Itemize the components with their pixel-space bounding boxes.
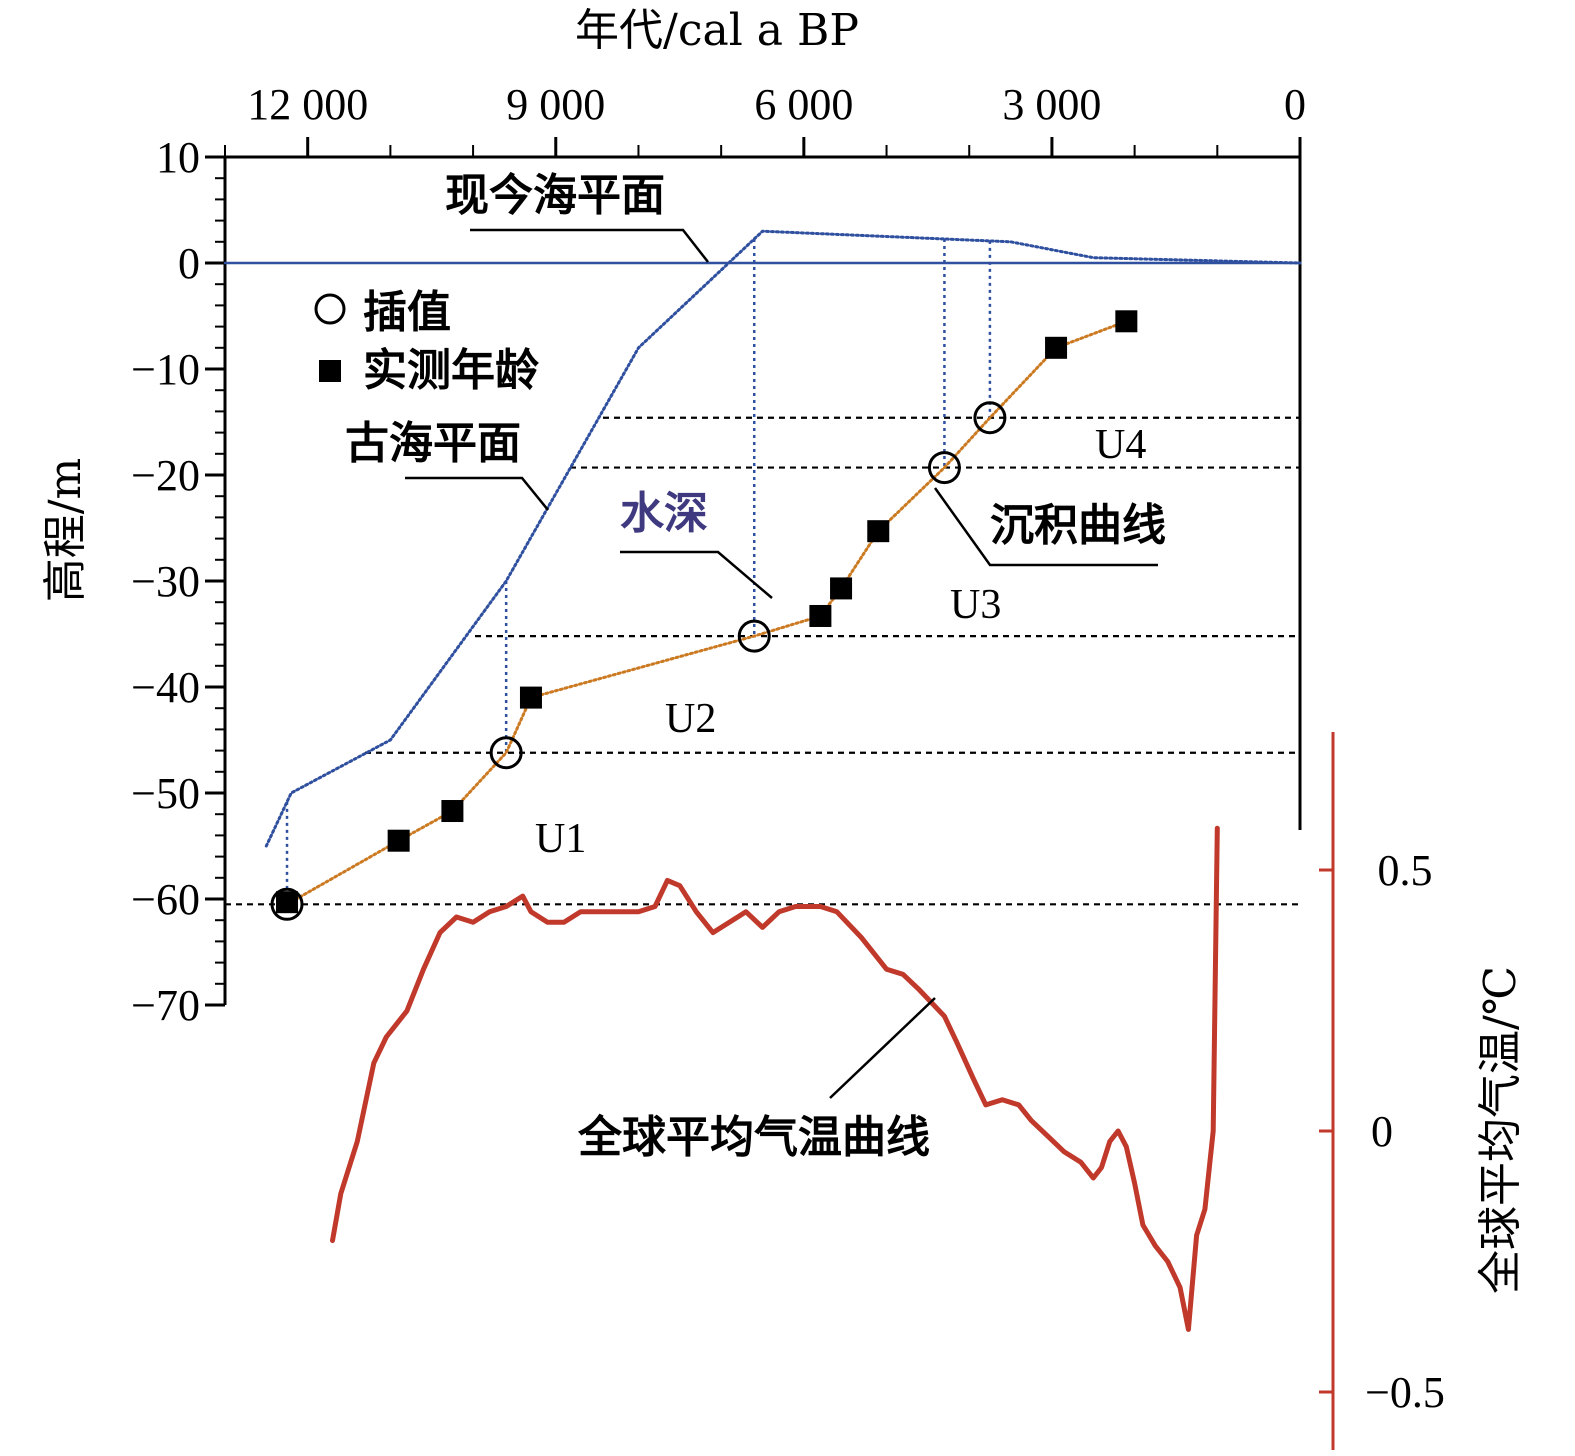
x-tick-label: 12 000: [247, 80, 368, 129]
measured-age-point: [867, 520, 890, 543]
measured-age-point: [387, 829, 410, 852]
y-tick-label: −20: [131, 451, 200, 500]
marker-layer: [270, 310, 1138, 921]
y-tick-label: −60: [131, 875, 200, 924]
y-tick-label: −10: [131, 345, 200, 394]
x-tick-label: 9 000: [506, 80, 605, 129]
interpolated-point: [973, 401, 1007, 435]
interpolated-point: [737, 619, 771, 653]
sediment-curve-label: 沉积曲线: [990, 500, 1166, 551]
measured-age-point: [519, 686, 542, 709]
measured-age-point: [1115, 310, 1138, 333]
temperature-curve-line: [330, 825, 1220, 1332]
y2-tick-label: 0.5: [1378, 846, 1433, 895]
unit-label-u2: U2: [665, 696, 716, 742]
x-axis-title: 年代/cal a BP: [575, 5, 859, 56]
legend-circle-icon: [314, 293, 346, 325]
x-tick-label: 0: [1284, 80, 1306, 129]
paleo-sea-level-label: 古海平面: [345, 418, 521, 469]
present-sea-level-label: 现今海平面: [445, 170, 665, 221]
temperature-curve-label: 全球平均气温曲线: [577, 1112, 930, 1163]
y-axis-title: 高程/m: [40, 458, 91, 603]
unit-label-u3: U3: [950, 582, 1001, 628]
y2-axis-title: 全球平均气温/℃: [1475, 966, 1526, 1294]
x-tick-label: 3 000: [1002, 80, 1101, 129]
y-tick-label: −70: [131, 981, 200, 1030]
interpolated-point: [927, 451, 961, 485]
measured-age-point: [809, 604, 832, 627]
y-tick-label: −40: [131, 663, 200, 712]
interpolated-point: [270, 887, 304, 921]
measured-age-point: [1045, 336, 1068, 359]
unit-label-u4: U4: [1095, 422, 1146, 468]
sediment-curve-leader: [933, 487, 1158, 567]
y-tick-label: 10: [156, 133, 200, 182]
temperature-curve-leader: [829, 997, 936, 1099]
legend-measured-label: 实测年龄: [363, 345, 539, 396]
paleo-sea-level-leader: [405, 476, 549, 511]
water-depth-label: 水深: [620, 488, 708, 539]
measured-age-point: [276, 891, 299, 914]
reference-lines: [225, 238, 1300, 906]
interpolated-point: [489, 736, 523, 770]
annotation-layer: 现今海平面 插值 实测年龄 古海平面 水深 沉积曲线 全球平均气温曲线 U1 U…: [314, 170, 1166, 1163]
water-depth-leader: [620, 550, 773, 599]
legend-interp-label: 插值: [363, 287, 451, 338]
measured-age-point: [830, 577, 853, 600]
y-tick-label: −50: [131, 769, 200, 818]
y2-tick-label: −0.5: [1365, 1368, 1445, 1417]
present-sea-level-leader: [470, 228, 709, 263]
x-tick-label: 6 000: [754, 80, 853, 129]
y-tick-label: 0: [178, 239, 200, 288]
measured-age-point: [441, 800, 464, 823]
y-tick-label: −30: [131, 557, 200, 606]
legend-square-icon: [319, 360, 341, 382]
axes-group: 10 0 −10 −20 −30 −40 −50 −60 −70 12 000 9 000 6 000…: [131, 80, 1445, 1450]
y2-tick-label: 0: [1371, 1107, 1393, 1156]
unit-label-u1: U1: [535, 816, 586, 862]
paleo-sea-level-line: [264, 229, 1302, 848]
